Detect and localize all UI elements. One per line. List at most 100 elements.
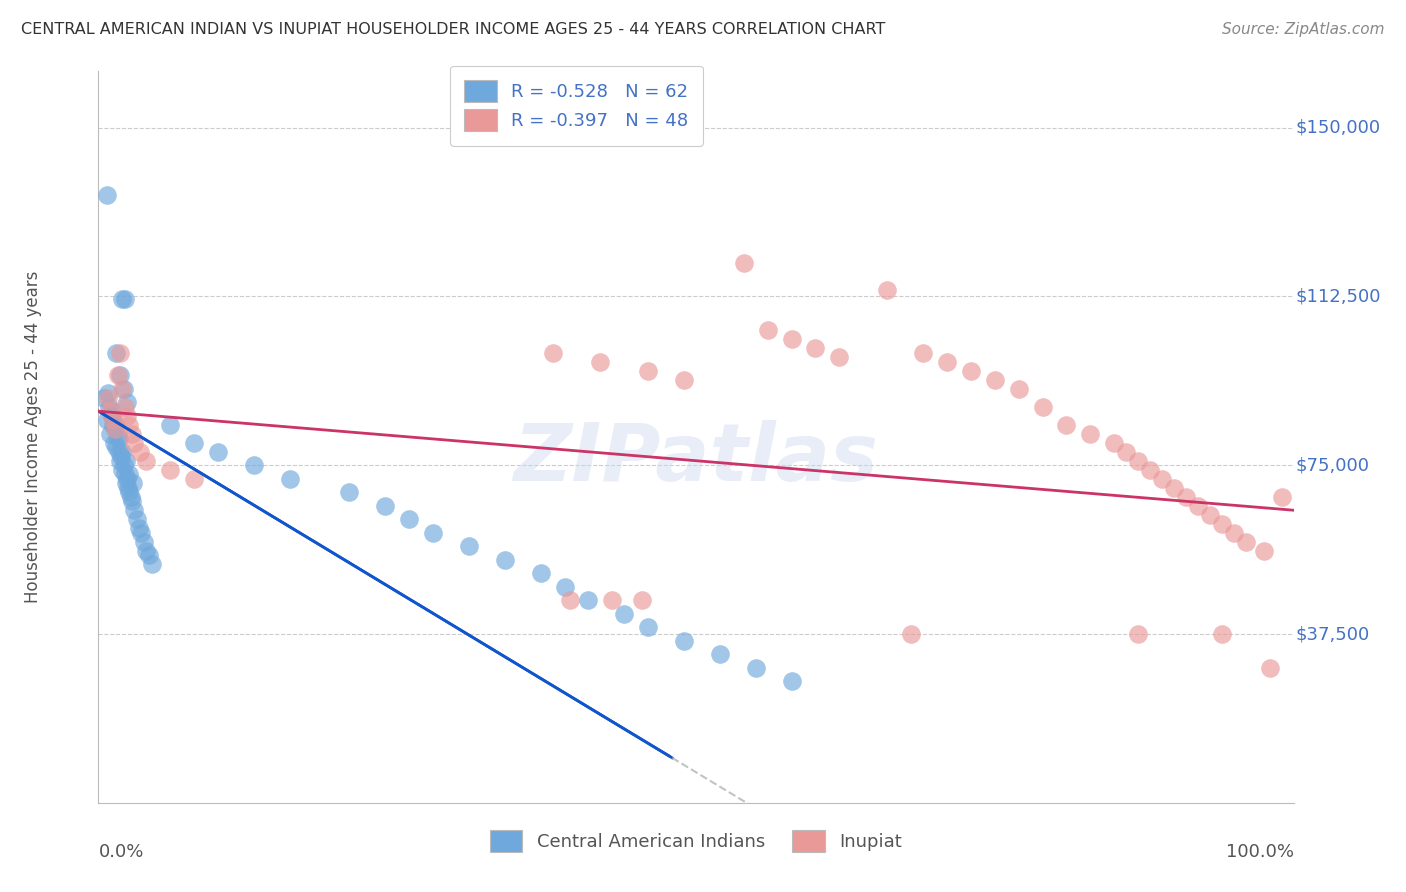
Point <box>112 458 135 473</box>
Point <box>673 373 696 387</box>
Point <box>637 364 659 378</box>
Point <box>183 435 205 450</box>
Text: 0.0%: 0.0% <box>98 843 143 861</box>
Text: Householder Income Ages 25 - 44 years: Householder Income Ages 25 - 44 years <box>24 271 42 603</box>
Point <box>121 494 143 508</box>
Point <box>122 476 145 491</box>
Point <box>141 558 163 572</box>
Point <box>541 345 564 359</box>
Point <box>554 580 576 594</box>
Point <box>111 444 134 458</box>
Legend: Central American Indians, Inupiat: Central American Indians, Inupiat <box>475 816 917 867</box>
Point <box>111 382 134 396</box>
Point <box>458 539 481 553</box>
Point <box>98 426 122 441</box>
Point <box>1199 508 1222 522</box>
Text: 100.0%: 100.0% <box>1226 843 1294 861</box>
Point <box>96 413 118 427</box>
Point <box>374 499 396 513</box>
Point <box>1223 525 1246 540</box>
Text: $37,500: $37,500 <box>1296 625 1371 643</box>
Point <box>1271 490 1294 504</box>
Point <box>1211 516 1233 531</box>
Point <box>138 548 160 562</box>
Point <box>876 283 898 297</box>
Point <box>613 607 636 621</box>
Point <box>98 400 121 414</box>
Point <box>1187 499 1209 513</box>
Point <box>97 391 120 405</box>
Point <box>121 426 143 441</box>
Point <box>960 364 983 378</box>
Point <box>911 345 934 359</box>
Point <box>105 345 128 359</box>
Point <box>111 292 134 306</box>
Point <box>108 345 131 359</box>
Point <box>159 463 181 477</box>
Point <box>124 435 146 450</box>
Point <box>125 512 148 526</box>
Point <box>183 472 205 486</box>
Point <box>1115 444 1137 458</box>
Point <box>733 255 755 269</box>
Point <box>124 503 146 517</box>
Point <box>494 553 516 567</box>
Point <box>101 413 124 427</box>
Point <box>108 368 131 383</box>
Point <box>756 323 779 337</box>
Point <box>1253 543 1275 558</box>
Point <box>1258 661 1281 675</box>
Point <box>1128 453 1150 467</box>
Point <box>115 395 138 409</box>
Point <box>422 525 444 540</box>
Point <box>135 543 157 558</box>
Point <box>115 472 138 486</box>
Point <box>631 593 654 607</box>
Point <box>589 354 612 368</box>
Point <box>1163 481 1185 495</box>
Text: CENTRAL AMERICAN INDIAN VS INUPIAT HOUSEHOLDER INCOME AGES 25 - 44 YEARS CORRELA: CENTRAL AMERICAN INDIAN VS INUPIAT HOUSE… <box>21 22 886 37</box>
Point <box>115 453 138 467</box>
Point <box>1211 627 1233 641</box>
Point <box>780 674 803 689</box>
Point <box>114 467 136 482</box>
Point <box>104 422 127 436</box>
Point <box>104 417 127 432</box>
Point <box>107 368 129 383</box>
Point <box>804 341 827 355</box>
Point <box>128 521 150 535</box>
Text: Source: ZipAtlas.com: Source: ZipAtlas.com <box>1222 22 1385 37</box>
Point <box>112 382 135 396</box>
Point <box>828 350 851 364</box>
Point <box>104 422 127 436</box>
Point <box>578 593 600 607</box>
Point <box>637 620 659 634</box>
Point <box>1080 426 1102 441</box>
Point <box>1008 382 1031 396</box>
Point <box>100 404 122 418</box>
Point <box>207 444 229 458</box>
Text: $75,000: $75,000 <box>1296 456 1369 475</box>
Point <box>602 593 624 607</box>
Point <box>278 472 301 486</box>
Point <box>96 188 118 202</box>
Point <box>900 627 922 641</box>
Point <box>1234 534 1257 549</box>
Point <box>101 417 124 432</box>
Point <box>243 458 266 473</box>
Point <box>107 431 129 445</box>
Point <box>93 391 115 405</box>
Point <box>114 292 136 306</box>
Point <box>530 566 553 581</box>
Point <box>984 373 1007 387</box>
Point <box>110 449 132 463</box>
Point <box>108 453 131 467</box>
Point <box>103 435 125 450</box>
Point <box>100 409 122 423</box>
Point <box>673 633 696 648</box>
Point <box>1175 490 1198 504</box>
Point <box>115 409 138 423</box>
Point <box>97 386 120 401</box>
Point <box>105 440 128 454</box>
Point <box>1056 417 1078 432</box>
